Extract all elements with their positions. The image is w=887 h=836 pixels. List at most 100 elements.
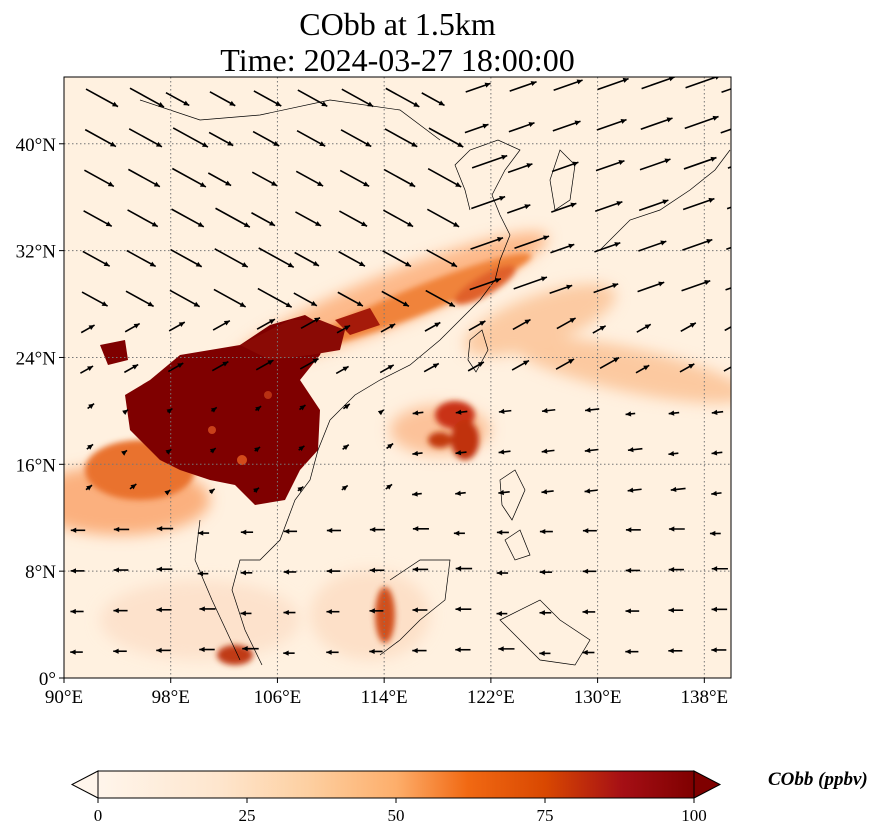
- wind-arrow: [711, 647, 727, 653]
- wind-arrow: [412, 491, 422, 497]
- wind-arrow: [582, 649, 595, 656]
- concentration-field: [64, 77, 731, 678]
- wind-arrow: [339, 210, 368, 227]
- colorbar-gradient: [98, 771, 694, 798]
- wind-arrow: [720, 128, 731, 134]
- wind-arrow: [209, 447, 217, 454]
- wind-arrow: [209, 91, 236, 107]
- wind-arrow: [156, 525, 174, 532]
- wind-arrow: [412, 410, 424, 416]
- wind-arrow: [336, 324, 351, 334]
- wind-arrow: [258, 247, 295, 268]
- colorbar-tick-label: 75: [536, 806, 554, 825]
- wind-arrow: [342, 444, 350, 451]
- axis-labels: 90°E 98°E 106°E 114°E 122°E 130°E 138°E 0° 8°N 16…: [16, 135, 729, 708]
- wind-arrow: [640, 117, 673, 130]
- wind-arrow: [341, 88, 374, 108]
- wind-arrow: [721, 88, 731, 93]
- wind-arrow: [197, 571, 209, 577]
- wind-arrow: [549, 284, 573, 295]
- wind-arrow: [412, 607, 428, 613]
- wind-arrow: [551, 161, 579, 173]
- wind-arrow: [625, 608, 640, 614]
- wind-arrow: [727, 166, 731, 169]
- wind-arrow: [85, 88, 119, 108]
- wind-arrow: [507, 204, 531, 214]
- plume-core: [100, 308, 380, 505]
- wind-arrow: [668, 566, 684, 573]
- wind-arrow: [129, 87, 165, 108]
- wind-arrow: [635, 364, 650, 374]
- wind-arrow: [70, 527, 86, 533]
- wind-arrow: [428, 127, 464, 148]
- wind-arrow: [412, 647, 427, 654]
- wind-arrow: [299, 357, 319, 370]
- wind-arrow: [412, 526, 429, 532]
- colorbar: [70, 770, 722, 803]
- wind-arrow: [208, 488, 216, 495]
- wind-arrow: [426, 208, 460, 228]
- wind-arrow: [156, 607, 172, 613]
- wind-arrow: [421, 92, 445, 107]
- colorbar-tick-label: 50: [387, 806, 405, 825]
- wind-arrow: [625, 411, 636, 417]
- wind-arrow: [426, 249, 458, 268]
- wind-arrow: [539, 650, 551, 656]
- wind-arrow: [638, 240, 667, 252]
- wind-arrow: [496, 529, 509, 536]
- lat-tick-label: 0°: [39, 669, 56, 690]
- wind-arrow: [326, 609, 340, 615]
- wind-arrow: [539, 569, 553, 575]
- wind-arrow: [425, 289, 456, 308]
- wind-arrow: [240, 610, 252, 617]
- wind-arrow: [682, 238, 713, 251]
- wind-arrow: [283, 569, 297, 575]
- wind-arrow: [465, 82, 491, 93]
- wind-arrow: [496, 570, 509, 576]
- wind-arrow: [723, 366, 731, 372]
- wind-arrow: [599, 356, 620, 370]
- lon-tick-label: 106°E: [254, 687, 302, 708]
- wind-arrow: [550, 202, 577, 213]
- wind-arrow: [171, 208, 205, 228]
- wind-arrow: [252, 130, 280, 147]
- wind-arrow: [123, 363, 139, 374]
- wind-arrow: [711, 566, 728, 572]
- wind-arrow: [709, 530, 721, 537]
- colorbar-tick-label: 100: [681, 806, 707, 825]
- wind-arrow: [636, 323, 652, 333]
- wind-arrow: [83, 210, 113, 228]
- wind-arrow: [283, 609, 296, 616]
- colorbar-title: CObb (ppbv): [768, 769, 868, 790]
- wind-arrow: [298, 445, 305, 452]
- map-title-line-2: Time: 2024-03-27 18:00:00: [220, 42, 575, 78]
- wind-arrow: [726, 206, 731, 210]
- wind-arrow: [297, 89, 328, 107]
- wind-arrow: [170, 249, 203, 268]
- wind-arrow: [412, 450, 423, 457]
- wind-arrow: [171, 167, 207, 188]
- wind-arrow: [641, 77, 675, 90]
- wind-arrow: [453, 530, 465, 536]
- wind-arrow: [240, 529, 254, 535]
- wind-arrow: [199, 646, 215, 653]
- wind-arrow: [253, 487, 260, 494]
- wind-arrow: [539, 610, 552, 616]
- wind-arrow: [251, 212, 276, 227]
- wind-arrow: [582, 568, 597, 574]
- wind-arrow: [423, 362, 440, 373]
- wind-arrow: [124, 322, 141, 333]
- wind-arrow: [172, 127, 209, 148]
- lon-tick-label: 98°E: [152, 687, 190, 708]
- lat-tick-label: 32°N: [16, 242, 57, 263]
- wind-arrow: [293, 292, 318, 307]
- wind-arrow: [257, 287, 293, 308]
- wind-arrow: [625, 649, 639, 655]
- wind-arrow: [337, 291, 364, 307]
- wind-arrow: [711, 490, 722, 497]
- wind-arrow: [156, 647, 171, 653]
- wind-arrow: [625, 567, 640, 574]
- wind-arrow: [539, 528, 553, 535]
- wind-arrow: [596, 118, 627, 131]
